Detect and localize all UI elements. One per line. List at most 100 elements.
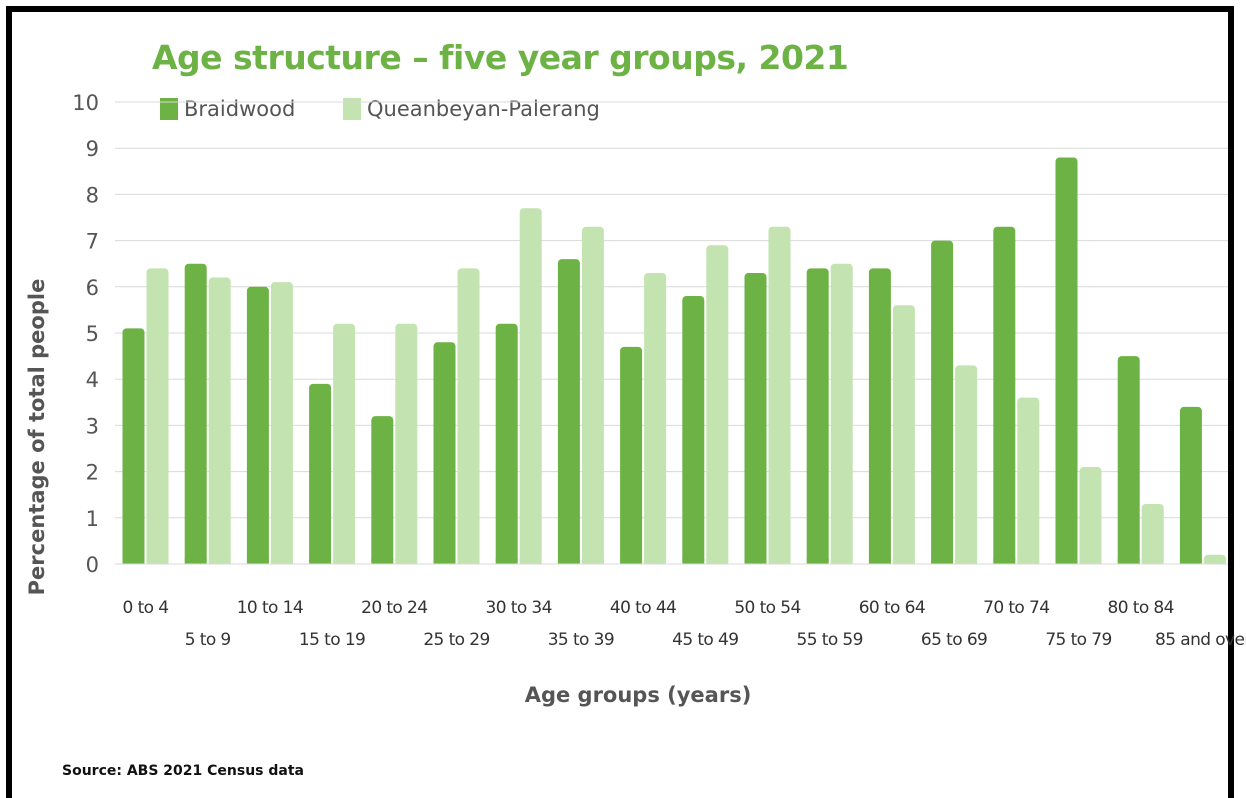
x-tick-label: 20 to 24 — [361, 598, 427, 618]
y-tick-label: 5 — [86, 322, 99, 346]
bar-queanbeyan-palerang — [768, 226, 791, 565]
bar-base — [1117, 559, 1140, 564]
bar-base — [706, 559, 729, 564]
legend-item-braidwood: Braidwood — [160, 97, 295, 121]
bar-braidwood — [309, 383, 332, 564]
bar-braidwood — [1055, 157, 1078, 564]
x-tick-label: 85 and over — [1155, 630, 1246, 650]
y-tick-label: 3 — [86, 414, 99, 438]
y-tick-label: 2 — [86, 461, 99, 485]
legend-item-queanbeyan-palerang: Queanbeyan-Palerang — [343, 97, 600, 121]
bar-braidwood — [122, 328, 145, 564]
x-tick-label: 60 to 64 — [859, 598, 925, 618]
bar-base — [768, 559, 791, 564]
legend-label-braidwood: Braidwood — [184, 97, 296, 121]
legend-label-queanbeyan-palerang: Queanbeyan-Palerang — [367, 97, 600, 121]
bar-queanbeyan-palerang — [146, 268, 169, 564]
bar-base — [433, 559, 456, 564]
x-tick-label: 25 to 29 — [423, 630, 489, 650]
bar-base — [457, 559, 480, 564]
y-tick-label: 9 — [86, 137, 99, 161]
bar-base — [146, 559, 169, 564]
bar-base — [395, 559, 418, 564]
bar-braidwood — [433, 342, 456, 564]
bar-base — [1079, 559, 1102, 564]
y-tick-label: 10 — [72, 91, 99, 115]
bar-braidwood — [931, 240, 954, 564]
y-axis-label: Percentage of total people — [25, 278, 49, 596]
bar-base — [208, 559, 231, 564]
bar-queanbeyan-palerang — [955, 365, 978, 564]
bar-braidwood — [682, 296, 705, 564]
bar-queanbeyan-palerang — [581, 226, 604, 565]
bar-queanbeyan-palerang — [830, 263, 853, 564]
bar-queanbeyan-palerang — [1017, 397, 1040, 564]
bar-braidwood — [371, 416, 394, 564]
legend-swatch-queanbeyan-palerang — [343, 98, 361, 120]
x-tick-label: 35 to 39 — [548, 630, 614, 650]
bar-braidwood — [246, 286, 269, 564]
y-tick-label: 1 — [86, 507, 99, 531]
bar-base — [246, 559, 269, 564]
bar-queanbeyan-palerang — [519, 208, 542, 564]
bar-queanbeyan-palerang — [457, 268, 480, 564]
bar-base — [682, 559, 705, 564]
bar-base — [122, 559, 145, 564]
bar-base — [806, 559, 829, 564]
bar-base — [495, 559, 518, 564]
bar-base — [993, 559, 1016, 564]
bar-queanbeyan-palerang — [644, 272, 667, 564]
chart-title: Age structure – five year groups, 2021 — [152, 38, 849, 77]
bar-braidwood — [495, 323, 518, 564]
bar-base — [519, 559, 542, 564]
bar-braidwood — [1117, 356, 1140, 564]
bar-braidwood — [620, 346, 643, 564]
bar-braidwood — [806, 268, 829, 564]
bar-base — [557, 559, 580, 564]
x-tick-label: 70 to 74 — [983, 598, 1049, 618]
bar-base — [892, 559, 915, 564]
y-tick-label: 6 — [86, 276, 99, 300]
bar-base — [1203, 559, 1226, 564]
y-tick-label: 4 — [86, 368, 99, 392]
bar-braidwood — [993, 226, 1016, 565]
x-tick-label: 65 to 69 — [921, 630, 987, 650]
x-tick-label: 30 to 34 — [486, 598, 552, 618]
y-tick-label: 8 — [86, 183, 99, 207]
y-tick-label: 0 — [86, 553, 99, 577]
bar-base — [830, 559, 853, 564]
x-tick-label: 55 to 59 — [797, 630, 863, 650]
bar-base — [270, 559, 293, 564]
source-note: Source: ABS 2021 Census data — [62, 763, 304, 779]
bar-base — [333, 559, 356, 564]
bar-base — [620, 559, 643, 564]
bar-base — [309, 559, 332, 564]
bar-braidwood — [868, 268, 891, 564]
bar-queanbeyan-palerang — [1079, 466, 1102, 564]
bar-base — [1017, 559, 1040, 564]
bar-queanbeyan-palerang — [706, 245, 729, 564]
bar-base — [371, 559, 394, 564]
bar-braidwood — [557, 259, 580, 564]
bar-queanbeyan-palerang — [892, 305, 915, 564]
x-tick-label: 40 to 44 — [610, 598, 676, 618]
bar-braidwood — [1179, 406, 1202, 564]
bar-base — [868, 559, 891, 564]
bar-braidwood — [184, 263, 207, 564]
bar-base — [1055, 559, 1078, 564]
y-tick-label: 7 — [86, 230, 99, 254]
bar-queanbeyan-palerang — [395, 323, 418, 564]
bar-base — [931, 559, 954, 564]
x-tick-label: 5 to 9 — [185, 630, 231, 650]
x-tick-label: 0 to 4 — [123, 598, 169, 618]
x-tick-label: 75 to 79 — [1045, 630, 1111, 650]
bar-base — [644, 559, 667, 564]
x-tick-label: 45 to 49 — [672, 630, 738, 650]
bar-braidwood — [744, 272, 767, 564]
bar-queanbeyan-palerang — [333, 323, 356, 564]
bar-queanbeyan-palerang — [208, 277, 231, 564]
bar-base — [184, 559, 207, 564]
bar-base — [581, 559, 604, 564]
x-tick-label: 10 to 14 — [237, 598, 303, 618]
